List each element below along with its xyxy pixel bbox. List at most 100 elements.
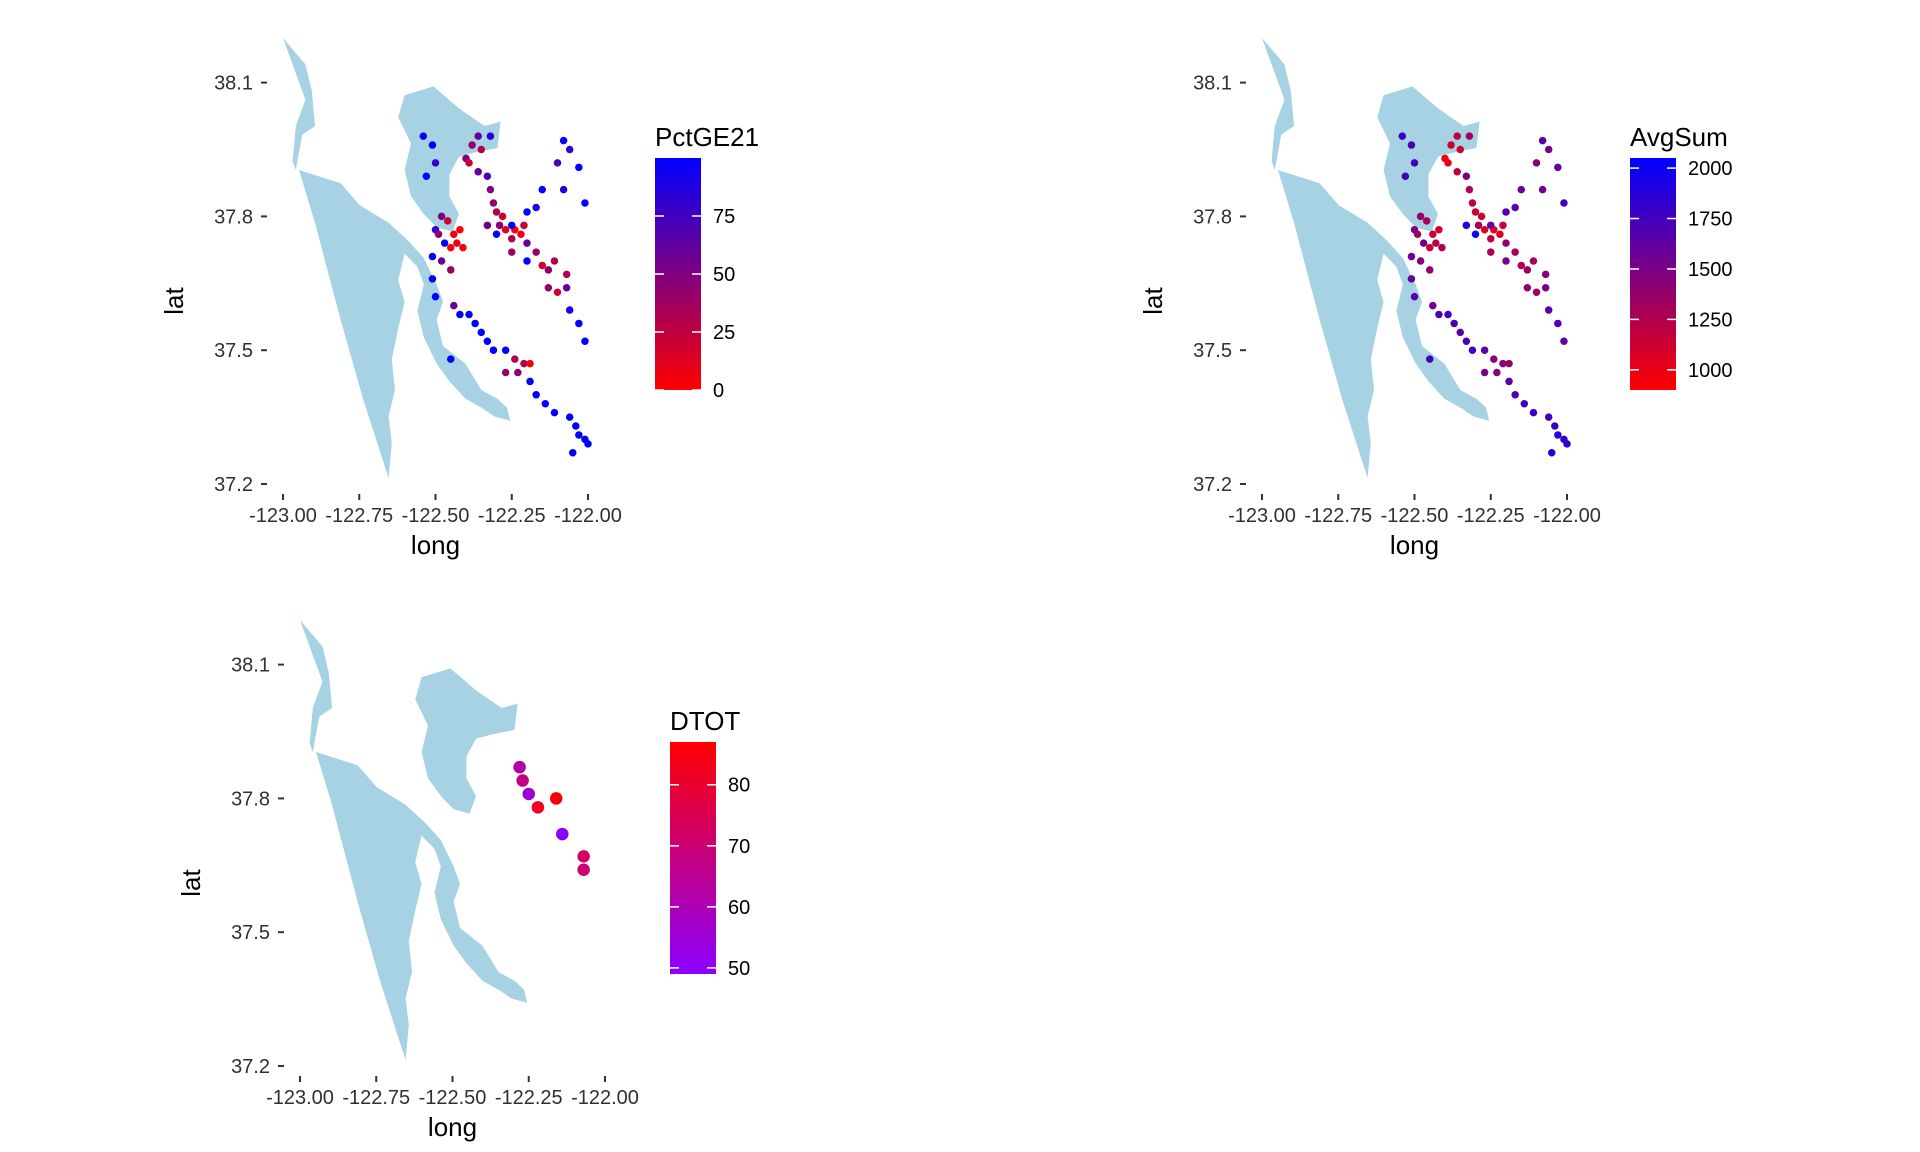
data-point: [508, 221, 516, 230]
data-point: [489, 346, 498, 354]
y-tick-label: 37.5: [231, 922, 270, 944]
data-point: [1487, 248, 1495, 256]
data-point: [569, 449, 577, 457]
data-point: [1410, 292, 1419, 301]
x-tick-label: -122.75: [1304, 505, 1372, 527]
data-point: [523, 257, 531, 265]
data-point: [428, 275, 437, 283]
data-point: [468, 141, 476, 149]
data-point: [1502, 257, 1510, 265]
data-point: [447, 266, 455, 274]
data-point: [1560, 199, 1568, 207]
y-tick-label: 37.8: [231, 788, 270, 810]
data-point: [495, 221, 504, 230]
x-tick-label: -122.75: [342, 1087, 410, 1109]
panel-pctge21: 37.2 37.5 37.8 38.1 -123.00 -122.75 -122.50 -12…: [159, 38, 759, 560]
x-tick-label: -122.50: [419, 1087, 487, 1109]
data-point: [501, 226, 510, 234]
data-point: [1480, 346, 1489, 354]
data-point: [1560, 337, 1568, 346]
data-point: [581, 199, 589, 207]
data-point: [572, 422, 580, 430]
x-axis-title: long: [1390, 530, 1439, 560]
data-point: [447, 355, 455, 363]
data-point: [559, 136, 568, 145]
data-point: [1544, 306, 1553, 314]
data-point: [1419, 239, 1428, 247]
data-point: [1477, 212, 1486, 221]
data-point: [556, 827, 569, 841]
data-point: [1474, 221, 1483, 230]
x-tick-label: -123.00: [266, 1087, 334, 1109]
data-point: [1413, 230, 1422, 238]
legend-tick-label: 70: [728, 836, 750, 858]
x-tick-label: -122.75: [325, 505, 393, 527]
data-point: [1456, 328, 1464, 337]
data-point: [465, 159, 473, 167]
data-point: [501, 346, 510, 354]
data-point: [577, 863, 590, 877]
data-point: [1554, 319, 1562, 328]
data-point: [538, 185, 546, 194]
data-point: [1453, 168, 1461, 176]
y-tick-label: 37.5: [214, 340, 253, 362]
data-point: [1429, 301, 1437, 310]
y-tick-label: 38.1: [1193, 73, 1232, 95]
data-point: [1462, 337, 1471, 346]
data-point: [474, 132, 482, 140]
data-point: [520, 359, 528, 368]
data-point: [1511, 203, 1519, 212]
x-tick-label: -122.50: [402, 505, 470, 527]
data-point: [1426, 266, 1434, 274]
data-point: [1462, 221, 1471, 230]
bay-water-shape: [1262, 38, 1490, 478]
x-tick-label: -122.00: [1533, 505, 1601, 527]
data-point: [477, 145, 485, 154]
data-point: [1471, 208, 1480, 216]
data-point: [483, 221, 492, 230]
data-point: [1450, 319, 1458, 328]
x-tick-label: -122.00: [554, 505, 622, 527]
data-point: [544, 284, 553, 292]
data-point: [1416, 257, 1425, 265]
data-point: [541, 399, 550, 408]
data-point: [443, 217, 452, 225]
data-point: [1468, 346, 1477, 354]
y-axis-title: lat: [1138, 286, 1168, 314]
data-point: [1398, 132, 1407, 140]
data-point: [584, 440, 592, 448]
legend-tick-label: 50: [728, 958, 750, 980]
data-point: [1480, 368, 1489, 377]
data-point: [440, 239, 449, 247]
legend-tick-label: 75: [713, 206, 735, 228]
y-tick-label: 37.2: [214, 474, 253, 496]
data-point: [1502, 239, 1510, 247]
data-point: [1520, 399, 1529, 408]
data-point: [1511, 248, 1519, 256]
data-point: [1426, 243, 1434, 252]
data-point: [517, 230, 525, 238]
data-point: [565, 306, 574, 314]
data-point: [538, 261, 546, 270]
data-point: [549, 792, 563, 805]
data-point: [1422, 217, 1431, 225]
data-point: [553, 288, 562, 296]
data-point: [1432, 239, 1440, 247]
data-point: [565, 413, 574, 421]
data-point: [575, 431, 583, 439]
bay-water-shape: [283, 38, 511, 478]
legend-tick-label: 60: [728, 897, 750, 919]
data-point: [550, 257, 559, 265]
data-point: [1480, 226, 1489, 234]
x-tick-label: -122.25: [1457, 505, 1525, 527]
x-tick-label: -122.25: [495, 1087, 563, 1109]
data-point: [516, 774, 529, 787]
data-point: [1407, 252, 1416, 261]
data-point: [474, 168, 482, 176]
data-point: [1407, 141, 1416, 149]
data-point: [1505, 359, 1513, 368]
data-point: [1544, 413, 1553, 421]
data-point: [422, 172, 431, 181]
data-point: [1462, 172, 1471, 181]
